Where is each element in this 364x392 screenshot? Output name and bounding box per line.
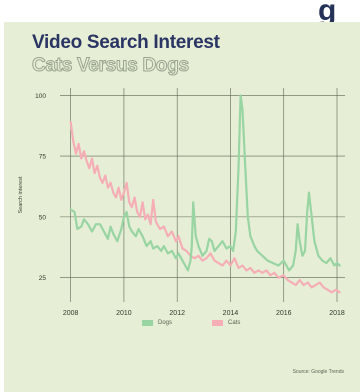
series-line-dogs <box>69 94 341 272</box>
chart-title: Video Search Interest <box>32 32 220 53</box>
y-tick-label-75: 75 <box>39 154 47 161</box>
x-tick-label-2018: 2018 <box>329 310 345 317</box>
header-glyph: g <box>318 0 337 27</box>
legend-item-dogs: Dogs <box>142 320 172 326</box>
y-tick-label-50: 50 <box>39 214 47 221</box>
legend-swatch-cats <box>212 320 223 326</box>
x-tick-label-2008: 2008 <box>63 310 79 317</box>
chart-subtitle: Cats Versus Dogs <box>32 55 190 77</box>
x-tick-label-2012: 2012 <box>169 310 185 317</box>
legend-label-cats: Cats <box>228 320 241 326</box>
series-line-cats <box>69 120 341 294</box>
legend-label-dogs: Dogs <box>158 320 173 326</box>
legend-swatch-dogs <box>142 320 153 326</box>
x-tick-label-2014: 2014 <box>223 310 239 317</box>
source-note: Source: Google Trends <box>292 369 344 375</box>
y-tick-label-25: 25 <box>39 275 47 282</box>
legend: Dogs Cats <box>0 320 364 334</box>
chart-panel: Video Search Interest Cats Versus Dogs <box>4 22 360 392</box>
x-tick-label-2010: 2010 <box>116 310 132 317</box>
legend-item-cats: Cats <box>212 320 240 326</box>
x-tick-label-2016: 2016 <box>276 310 292 317</box>
y-axis-label: Search interest <box>18 176 24 213</box>
y-tick-label-100: 100 <box>35 93 46 100</box>
